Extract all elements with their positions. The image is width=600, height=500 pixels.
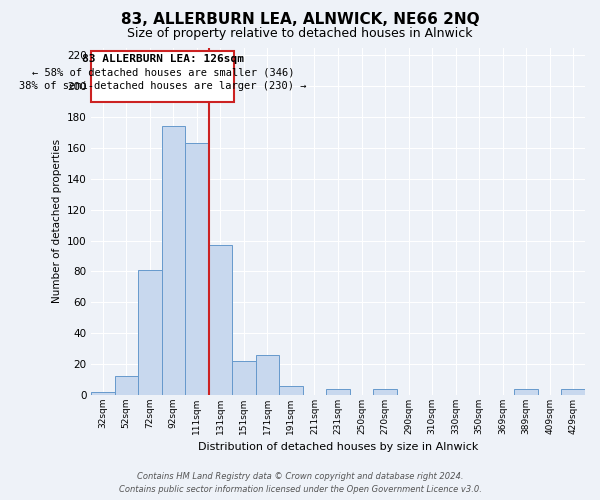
Bar — [185, 144, 209, 395]
Bar — [256, 355, 279, 395]
Bar — [373, 389, 397, 395]
Bar — [161, 126, 185, 395]
Text: 38% of semi-detached houses are larger (230) →: 38% of semi-detached houses are larger (… — [19, 82, 307, 92]
FancyBboxPatch shape — [91, 50, 235, 102]
Bar — [138, 270, 161, 395]
Text: 83 ALLERBURN LEA: 126sqm: 83 ALLERBURN LEA: 126sqm — [82, 54, 244, 64]
Text: Size of property relative to detached houses in Alnwick: Size of property relative to detached ho… — [127, 28, 473, 40]
Bar — [209, 245, 232, 395]
Text: Contains HM Land Registry data © Crown copyright and database right 2024.
Contai: Contains HM Land Registry data © Crown c… — [119, 472, 481, 494]
Text: ← 58% of detached houses are smaller (346): ← 58% of detached houses are smaller (34… — [32, 68, 294, 78]
Bar — [232, 361, 256, 395]
Bar — [326, 389, 350, 395]
X-axis label: Distribution of detached houses by size in Alnwick: Distribution of detached houses by size … — [198, 442, 478, 452]
Bar — [115, 376, 138, 395]
Bar — [91, 392, 115, 395]
Text: 83, ALLERBURN LEA, ALNWICK, NE66 2NQ: 83, ALLERBURN LEA, ALNWICK, NE66 2NQ — [121, 12, 479, 26]
Bar — [562, 389, 585, 395]
Y-axis label: Number of detached properties: Number of detached properties — [52, 139, 62, 304]
Bar — [514, 389, 538, 395]
Bar — [279, 386, 303, 395]
